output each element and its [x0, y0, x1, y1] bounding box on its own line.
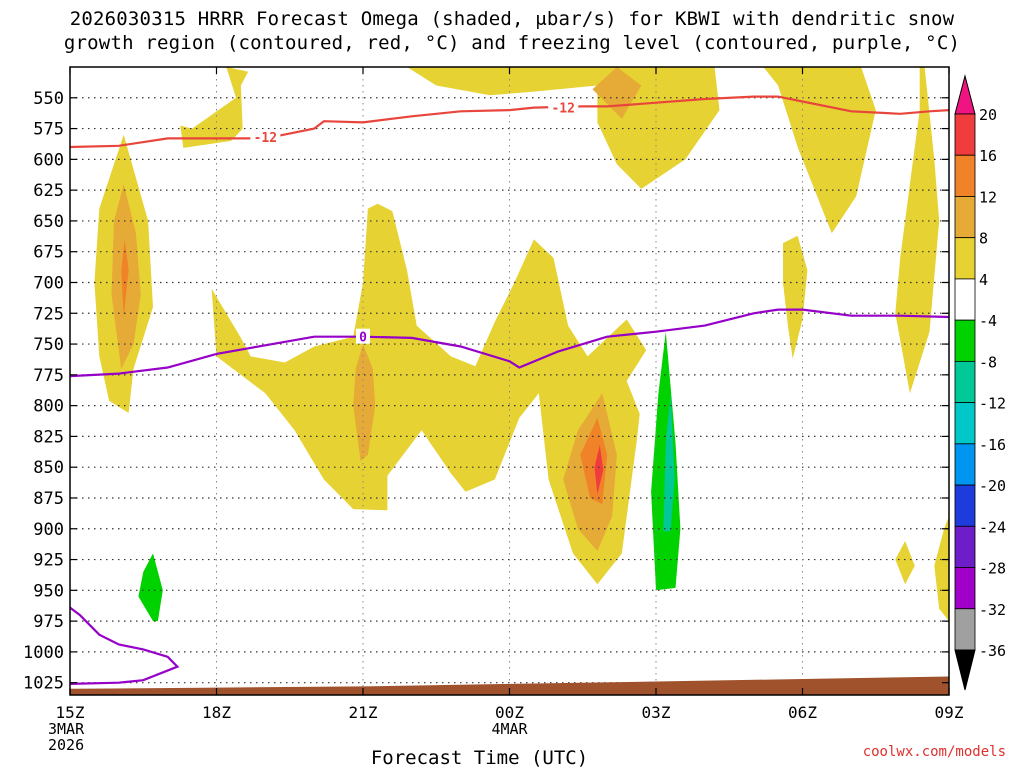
colorbar-label--24: -24: [979, 518, 1006, 536]
y-tick-label-925: 925: [33, 551, 64, 571]
colorbar-band-12: [954, 608, 976, 651]
omega-shading: [94, 67, 949, 656]
omega-region-23: [663, 393, 675, 532]
colorbar-label--4: -4: [979, 312, 997, 330]
colorbar-band-9: [954, 484, 976, 527]
x-sub-label-2026: 2026: [48, 736, 84, 754]
colorbar-label--8: -8: [979, 353, 997, 371]
dgz-contour-label-0: -12: [254, 131, 277, 146]
y-tick-label-750: 750: [33, 335, 64, 355]
dgz-contour-label-bg-0: [250, 129, 281, 145]
colorbar-label--20: -20: [979, 477, 1006, 495]
colorbar-label--32: -32: [979, 601, 1006, 619]
plot-area: -12 -12 0: [70, 67, 949, 695]
omega-region-14: [118, 521, 207, 650]
x-axis-title: Forecast Time (UTC): [371, 747, 588, 768]
y-tick-label-725: 725: [33, 304, 64, 324]
colorbar-band-10: [954, 525, 976, 568]
terrain-fill: [70, 676, 949, 695]
omega-region-24: [783, 590, 793, 622]
x-tick-label-03Z: 03Z: [642, 703, 671, 722]
y-tick-label-800: 800: [33, 397, 64, 417]
omega-region-7: [934, 516, 949, 622]
omega-region-8: [895, 541, 915, 585]
y-tick-label-550: 550: [33, 89, 64, 109]
freezing-level-contour-label-bg-0: [356, 328, 370, 344]
omega-region-19: [138, 67, 185, 234]
omega-region-17: [450, 631, 510, 650]
colorbar-label--36: -36: [979, 642, 1006, 660]
omega-region-2: [121, 239, 129, 317]
omega-region-25: [846, 208, 871, 388]
y-tick-label-825: 825: [33, 427, 64, 447]
colorbar-band-1: [954, 154, 976, 197]
colorbar-label-8: 8: [979, 230, 988, 248]
y-tick-label-875: 875: [33, 489, 64, 509]
y-tick-label-675: 675: [33, 243, 64, 263]
colorbar-band-5: [954, 319, 976, 362]
colorbar-band-0: [954, 113, 976, 156]
omega-region-11: [580, 417, 608, 505]
y-tick-label-850: 850: [33, 458, 64, 478]
colorbar-band-3: [954, 237, 976, 280]
y-tick-label-600: 600: [33, 150, 64, 170]
omega-region-4: [211, 203, 656, 585]
colorbar-label--12: -12: [979, 395, 1006, 413]
chart-title: 2026030315 HRRR Forecast Omega (shaded, …: [69, 8, 955, 30]
omega-region-16: [304, 590, 451, 656]
colorbar: 20 16 12 8 4 -4 -8 -12 -16 -20 -24 -28 -32 -36: [954, 74, 1006, 691]
x-sub-label-4MAR: 4MAR: [491, 720, 528, 738]
colorbar-band-8: [954, 443, 976, 486]
y-tick-label-900: 900: [33, 520, 64, 540]
colorbar-band-11: [954, 567, 976, 610]
freezing-level-contour-line: [70, 308, 949, 378]
colorbar-band-6: [954, 360, 976, 404]
colorbar-top-arrow: [954, 74, 976, 115]
colorbar-label--28: -28: [979, 560, 1006, 578]
freezing-level-contour-label-0: 0: [359, 331, 367, 346]
x-sub-label-3MAR: 3MAR: [48, 720, 85, 738]
omega-region-9: [353, 344, 376, 461]
colorbar-band-7: [954, 402, 976, 445]
x-tick-label-00Z: 00Z: [495, 703, 524, 722]
colorbar-label--16: -16: [979, 436, 1006, 454]
colorbar-label-16: 16: [979, 147, 997, 165]
x-tick-label-18Z: 18Z: [202, 703, 231, 722]
dgz-contour-label-1: -12: [551, 102, 574, 117]
y-axis: 550 575 600 625 650 675 700 725 750 775 800 825 850 8…: [23, 89, 949, 694]
y-tick-label-950: 950: [33, 581, 64, 601]
dgz-contour-label-bg-1: [548, 99, 579, 115]
y-tick-label-650: 650: [33, 212, 64, 232]
y-tick-label-1025: 1025: [23, 674, 64, 694]
omega-region-20: [240, 67, 290, 237]
colorbar-band-4: [954, 278, 976, 321]
source-credit: coolwx.com/models: [862, 744, 1006, 760]
y-tick-label-575: 575: [33, 120, 64, 140]
omega-region-5: [309, 67, 940, 394]
colorbar-bottom-arrow: [954, 649, 976, 691]
x-tick-label-06Z: 06Z: [788, 703, 817, 722]
dgz-contour-line: [70, 95, 949, 149]
x-tick-label-21Z: 21Z: [349, 703, 378, 722]
y-tick-label-975: 975: [33, 612, 64, 632]
omega-region-12: [594, 445, 604, 495]
colorbar-label-4: 4: [979, 271, 988, 289]
y-tick-label-625: 625: [33, 181, 64, 201]
chart-subtitle: growth region (contoured, red, °C) and f…: [63, 32, 961, 54]
colorbar-label-12: 12: [979, 188, 997, 206]
colorbar-band-2: [954, 196, 976, 239]
x-tick-label-09Z: 09Z: [935, 703, 964, 722]
x-tick-label-15Z: 15Z: [56, 703, 85, 722]
omega-region-15: [138, 553, 163, 622]
freezing-level-contour-lower-line: [70, 606, 180, 685]
y-tick-label-1000: 1000: [23, 643, 64, 663]
y-tick-label-775: 775: [33, 366, 64, 386]
y-tick-label-700: 700: [33, 273, 64, 293]
colorbar-label-20: 20: [979, 106, 997, 124]
omega-region-6: [783, 235, 808, 359]
